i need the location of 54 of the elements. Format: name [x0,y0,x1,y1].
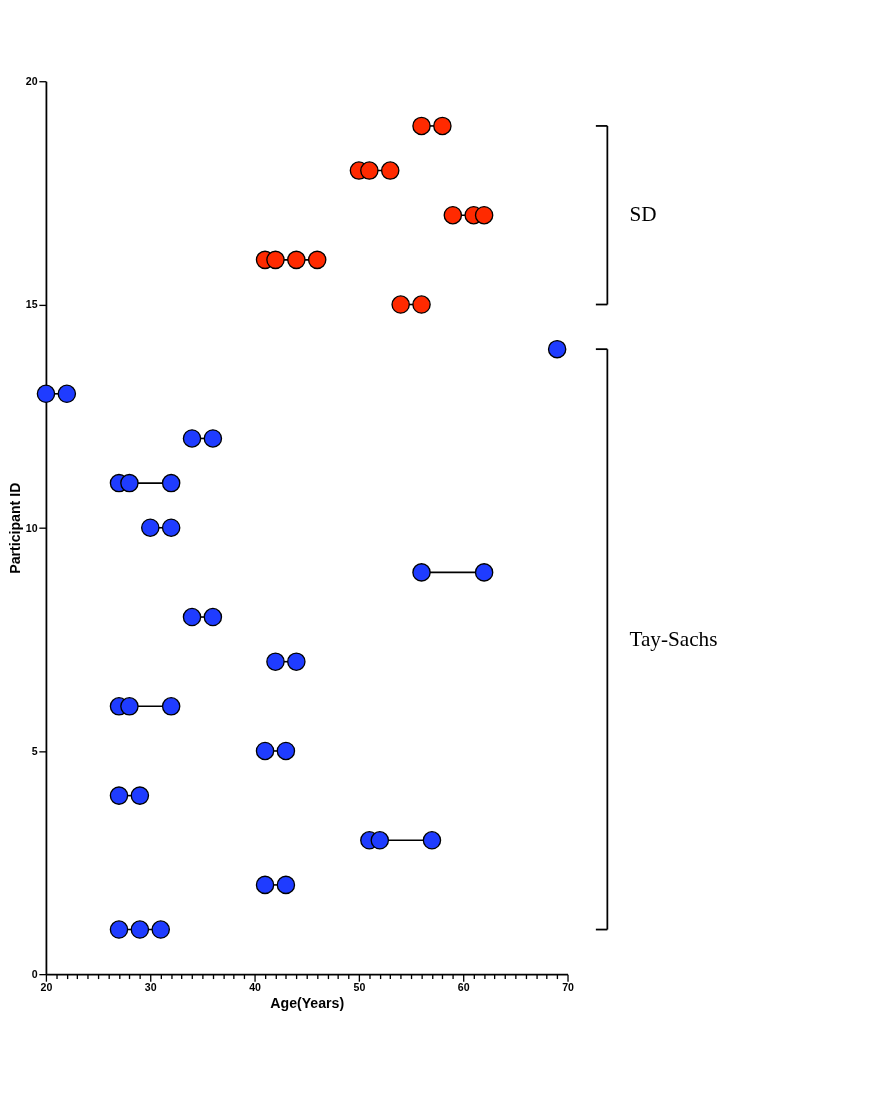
x-tick-label: 40 [249,981,262,994]
point [443,205,463,225]
point [391,295,410,314]
point [412,295,431,314]
point [433,116,452,136]
point [287,250,306,270]
point [57,384,77,404]
x-tick-label: 20 [40,981,53,994]
y-tick-label: 15 [25,298,38,311]
point [412,116,431,136]
x-tick-label: 70 [562,981,575,994]
point [255,875,275,895]
point [474,205,494,225]
point [203,607,223,627]
point [151,920,171,939]
x-tick-label: 60 [457,981,470,994]
point [474,563,494,582]
point [161,473,181,493]
point [307,250,327,270]
point [120,473,139,493]
point [380,161,400,180]
x-axis-title: Age(Years) [270,995,345,1012]
x-tick-label: 30 [144,981,157,994]
point [161,518,181,538]
text: Tay-Sachs [629,626,718,651]
point [266,652,285,671]
text: SD [629,202,657,227]
y-axis-title: Participant ID [6,482,23,574]
point [203,429,223,448]
point [182,607,202,627]
point [141,518,160,538]
point [130,786,150,805]
point [547,339,567,359]
point [287,652,306,671]
y-tick-label: 10 [25,521,38,534]
point [276,741,296,761]
y-tick-label: 0 [31,968,38,981]
point [109,920,129,939]
point [182,429,202,448]
y-tick-label: 5 [31,744,38,757]
y-tick-label: 20 [25,75,38,88]
point [360,161,379,180]
point [130,920,150,939]
point [36,384,56,404]
x-tick-label: 50 [353,981,366,994]
point [412,563,431,582]
point [276,875,296,895]
point [266,250,285,270]
point [161,697,181,716]
point [255,741,275,761]
point [120,697,139,716]
point [109,786,129,805]
point [422,830,442,850]
point [370,830,390,850]
